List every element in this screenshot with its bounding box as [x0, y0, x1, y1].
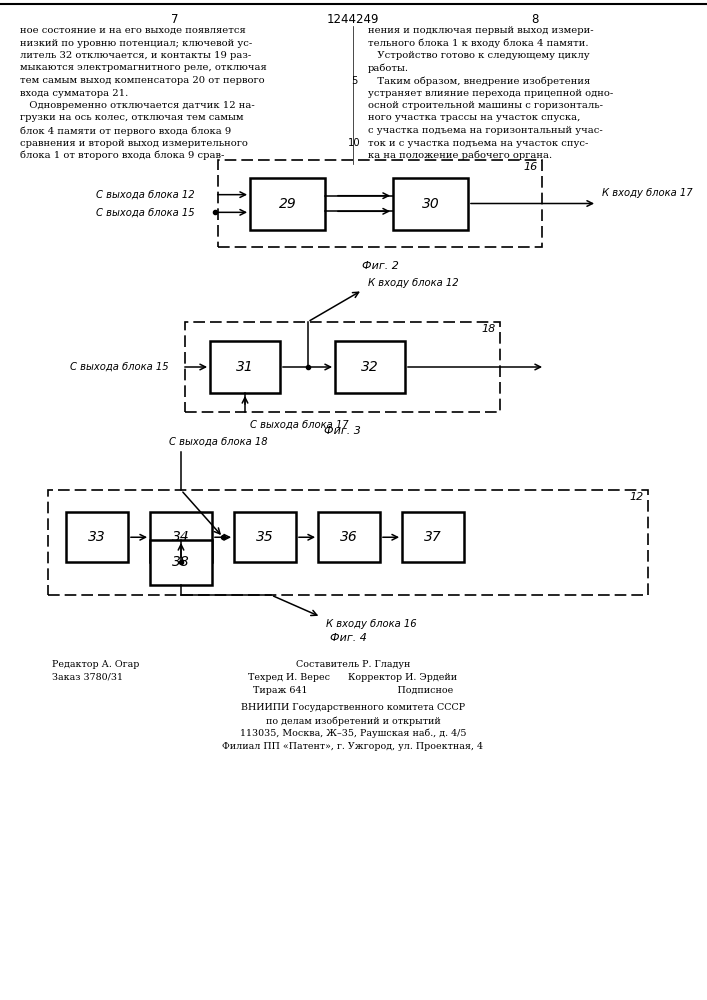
- Text: 29: 29: [279, 196, 296, 211]
- Text: К входу блока 12: К входу блока 12: [368, 278, 458, 288]
- Text: С выхода блока 12: С выхода блока 12: [96, 190, 194, 200]
- Bar: [210, 341, 280, 393]
- Text: 10: 10: [348, 138, 361, 148]
- Text: литель 32 отключается, и контакты 19 раз-: литель 32 отключается, и контакты 19 раз…: [20, 51, 251, 60]
- Text: ток и с участка подъема на участок спус-: ток и с участка подъема на участок спус-: [368, 138, 588, 147]
- Text: устраняет влияние перехода прицепной одно-: устраняет влияние перехода прицепной одн…: [368, 89, 613, 98]
- Text: Фиг. 2: Фиг. 2: [361, 261, 399, 271]
- Text: сравнения и второй выход измерительного: сравнения и второй выход измерительного: [20, 138, 248, 147]
- Text: Фиг. 4: Фиг. 4: [329, 633, 366, 643]
- Text: тельного блока 1 к входу блока 4 памяти.: тельного блока 1 к входу блока 4 памяти.: [368, 38, 588, 48]
- Bar: [335, 341, 405, 393]
- Text: 32: 32: [361, 360, 379, 374]
- Text: 5: 5: [351, 76, 357, 86]
- Bar: [402, 512, 464, 562]
- Text: 7: 7: [171, 13, 179, 26]
- Text: С выхода блока 15: С выхода блока 15: [96, 207, 194, 217]
- Text: Одновременно отключается датчик 12 на-: Одновременно отключается датчик 12 на-: [20, 101, 255, 110]
- Bar: [393, 178, 468, 230]
- Text: Составитель Р. Гладун: Составитель Р. Гладун: [296, 660, 410, 669]
- Text: 1244249: 1244249: [327, 13, 379, 26]
- Text: ВНИИПИ Государственного комитета СССР: ВНИИПИ Государственного комитета СССР: [241, 703, 465, 712]
- Text: С выхода блока 17: С выхода блока 17: [250, 420, 349, 430]
- Bar: [185, 322, 500, 412]
- Text: Таким образом, внедрение изобретения: Таким образом, внедрение изобретения: [368, 76, 590, 86]
- Bar: [234, 512, 296, 562]
- Text: осной строительной машины с горизонталь-: осной строительной машины с горизонталь-: [368, 101, 603, 110]
- Text: 113035, Москва, Ж–35, Раушская наб., д. 4/5: 113035, Москва, Ж–35, Раушская наб., д. …: [240, 729, 466, 738]
- Text: входа сумматора 21.: входа сумматора 21.: [20, 89, 128, 98]
- Text: 16: 16: [524, 162, 538, 172]
- Text: К входу блока 17: К входу блока 17: [602, 188, 693, 198]
- Bar: [218, 160, 542, 247]
- Text: блока 1 от второго входа блока 9 срав-: блока 1 от второго входа блока 9 срав-: [20, 151, 224, 160]
- Text: 34: 34: [172, 530, 190, 544]
- Text: Редактор А. Огар: Редактор А. Огар: [52, 660, 139, 669]
- Text: 36: 36: [340, 530, 358, 544]
- Text: ное состояние и на его выходе появляется: ное состояние и на его выходе появляется: [20, 26, 246, 35]
- Text: 31: 31: [236, 360, 254, 374]
- Text: блок 4 памяти от первого входа блока 9: блок 4 памяти от первого входа блока 9: [20, 126, 231, 135]
- Text: К входу блока 16: К входу блока 16: [326, 619, 416, 629]
- Text: Устройство готово к следующему циклу: Устройство готово к следующему циклу: [368, 51, 590, 60]
- Text: 12: 12: [630, 492, 644, 502]
- Text: Фиг. 3: Фиг. 3: [324, 426, 361, 436]
- Text: грузки на ось колес, отключая тем самым: грузки на ось колес, отключая тем самым: [20, 113, 243, 122]
- Text: ка на положение рабочего органа.: ка на положение рабочего органа.: [368, 151, 552, 160]
- Text: ного участка трассы на участок спуска,: ного участка трассы на участок спуска,: [368, 113, 580, 122]
- Text: Техред И. Верес      Корректор И. Эрдейи: Техред И. Верес Корректор И. Эрдейи: [248, 673, 457, 682]
- Text: тем самым выход компенсатора 20 от первого: тем самым выход компенсатора 20 от перво…: [20, 76, 264, 85]
- Text: Заказ 3780/31: Заказ 3780/31: [52, 673, 123, 682]
- Text: 37: 37: [424, 530, 442, 544]
- Text: Тираж 641                              Подписное: Тираж 641 Подписное: [253, 686, 453, 695]
- Bar: [66, 512, 128, 562]
- Text: 30: 30: [421, 196, 439, 211]
- Bar: [318, 512, 380, 562]
- Text: 33: 33: [88, 530, 106, 544]
- Text: по делам изобретений и открытий: по делам изобретений и открытий: [266, 716, 440, 726]
- Text: нения и подключая первый выход измери-: нения и подключая первый выход измери-: [368, 26, 594, 35]
- Text: Филиал ПП «Патент», г. Ужгород, ул. Проектная, 4: Филиал ПП «Патент», г. Ужгород, ул. Прое…: [223, 742, 484, 751]
- Text: 38: 38: [172, 556, 190, 570]
- Text: С выхода блока 15: С выхода блока 15: [70, 362, 169, 372]
- Text: 18: 18: [481, 324, 496, 334]
- Text: 8: 8: [532, 13, 539, 26]
- Text: работы.: работы.: [368, 64, 409, 73]
- Text: мыкаются электромагнитного реле, отключая: мыкаются электромагнитного реле, отключа…: [20, 64, 267, 73]
- Bar: [150, 540, 212, 585]
- Text: С выхода блока 18: С выхода блока 18: [169, 437, 268, 447]
- Bar: [48, 490, 648, 595]
- Text: с участка подъема на горизонтальный учас-: с участка подъема на горизонтальный учас…: [368, 126, 603, 135]
- Bar: [250, 178, 325, 230]
- Text: низкий по уровню потенциал; ключевой ус-: низкий по уровню потенциал; ключевой ус-: [20, 38, 252, 47]
- Text: 35: 35: [256, 530, 274, 544]
- Bar: [150, 512, 212, 562]
